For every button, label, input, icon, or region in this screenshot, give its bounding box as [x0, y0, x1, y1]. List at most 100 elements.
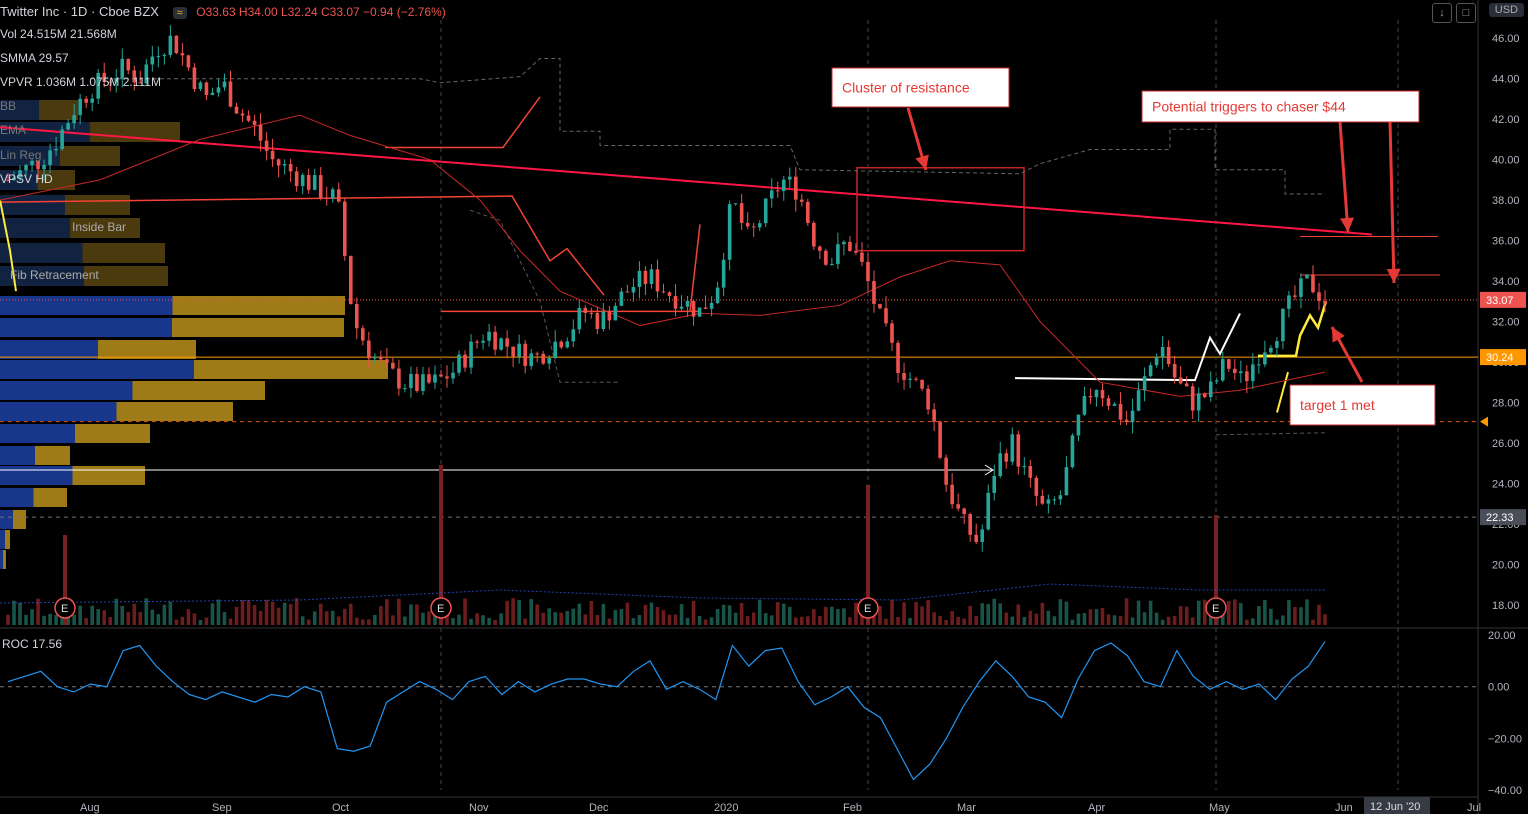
volume-bar	[1232, 599, 1237, 625]
fib-legend[interactable]: Fib Retracement	[10, 268, 99, 282]
candle	[1184, 376, 1189, 387]
volume-bar	[126, 612, 131, 625]
earnings-marker-label: E	[1212, 603, 1219, 615]
crosshair-date-bg	[1364, 797, 1430, 814]
linreg-legend[interactable]: Lin Reg	[0, 148, 42, 162]
vpsv-legend[interactable]: VPSV HD	[0, 172, 53, 186]
inside-bar-legend[interactable]: Inside Bar	[72, 220, 127, 234]
candle-body	[487, 331, 491, 341]
volume-bar	[264, 599, 269, 625]
arrow-icon-head	[1386, 268, 1401, 283]
volume-bar	[1004, 612, 1009, 625]
download-icon[interactable]: ↓	[1432, 3, 1452, 23]
vpvr-legend[interactable]: VPVR 1.036M 1.075M 2.111M	[0, 75, 161, 89]
candle	[854, 243, 858, 255]
roc-tick-label: 20.00	[1488, 630, 1516, 642]
volume-bar	[481, 615, 485, 625]
ema-legend[interactable]: EMA	[0, 123, 27, 137]
candle-body	[18, 170, 22, 178]
volume-profile-up	[0, 340, 98, 359]
symbol-title[interactable]: Twitter Inc · 1D · Cboe BZX	[0, 4, 159, 19]
volume-profile-row	[0, 296, 345, 315]
candle	[469, 334, 473, 375]
smma-legend[interactable]: SMMA 29.57	[0, 51, 69, 65]
candle	[481, 334, 485, 350]
volume-spike	[63, 535, 67, 625]
candle	[649, 264, 654, 289]
candle	[222, 73, 227, 91]
volume-profile-down	[33, 488, 67, 507]
candle	[505, 330, 509, 359]
projection-path	[0, 195, 605, 296]
candle-body	[619, 291, 624, 306]
candle-body	[757, 223, 762, 228]
candle-body	[836, 244, 840, 265]
volume-profile-row	[0, 424, 150, 443]
candle-body	[842, 241, 846, 245]
candle	[1287, 291, 1291, 318]
time-tick-label: Nov	[469, 802, 489, 814]
candle-body	[1148, 365, 1153, 377]
candle-body	[926, 388, 930, 410]
candle-body	[1160, 346, 1165, 358]
candle	[1311, 265, 1315, 294]
candle	[1148, 362, 1153, 378]
candle	[1028, 459, 1033, 488]
candle	[944, 454, 948, 492]
cluster-note-text: Cluster of resistance	[842, 80, 970, 96]
candle	[373, 353, 377, 363]
band-line	[1215, 432, 1326, 436]
candle	[1082, 386, 1087, 416]
candle-body	[475, 341, 479, 343]
candle-body	[1088, 396, 1093, 398]
bb-legend[interactable]: BB	[0, 99, 17, 113]
volume-bar	[535, 604, 540, 625]
candle-body	[270, 150, 275, 160]
candle-body	[306, 174, 311, 190]
candle-body	[553, 341, 558, 359]
candle-body	[198, 82, 203, 90]
volume-profile-down	[84, 266, 168, 286]
candle	[216, 78, 221, 97]
volume-bar	[1022, 617, 1027, 625]
candle	[631, 278, 636, 302]
candle-body	[397, 368, 401, 389]
candle	[108, 78, 113, 92]
candle-body	[1154, 357, 1159, 366]
candle-body	[1082, 396, 1087, 415]
fullscreen-icon[interactable]: □	[1456, 3, 1476, 23]
vol-legend[interactable]: Vol 24.515M 21.568M	[0, 27, 117, 41]
candle	[848, 236, 852, 252]
candle-body	[992, 475, 997, 493]
volume-bar	[1010, 616, 1015, 625]
volume-bar	[655, 607, 660, 625]
volume-bar	[541, 612, 546, 625]
compare-badge[interactable]: ≈	[172, 7, 187, 19]
candle-body	[445, 376, 449, 379]
volume-bar	[745, 616, 750, 625]
target-note: target 1 met	[1289, 384, 1436, 426]
candle-body	[367, 340, 371, 359]
volume-bar	[890, 599, 894, 625]
volume-bar	[854, 602, 858, 625]
candle-body	[1070, 435, 1075, 468]
candle	[824, 248, 828, 266]
volume-profile-row	[0, 381, 265, 400]
volume-bar	[216, 599, 221, 625]
volume-bar	[824, 607, 828, 625]
volume-bar	[727, 605, 732, 625]
roc-legend[interactable]: ROC 17.56	[2, 637, 63, 651]
candle	[589, 307, 594, 319]
volume-bar	[294, 598, 299, 625]
volume-profile-row	[0, 550, 6, 569]
candle-body	[1040, 495, 1045, 504]
volume-bar	[403, 616, 407, 625]
candle-body	[385, 359, 389, 363]
candle-body	[613, 305, 618, 321]
candle-body	[848, 241, 852, 251]
candle-body	[854, 250, 858, 253]
candle	[1010, 427, 1015, 466]
volume-bar	[270, 601, 275, 625]
candle-body	[72, 115, 76, 124]
